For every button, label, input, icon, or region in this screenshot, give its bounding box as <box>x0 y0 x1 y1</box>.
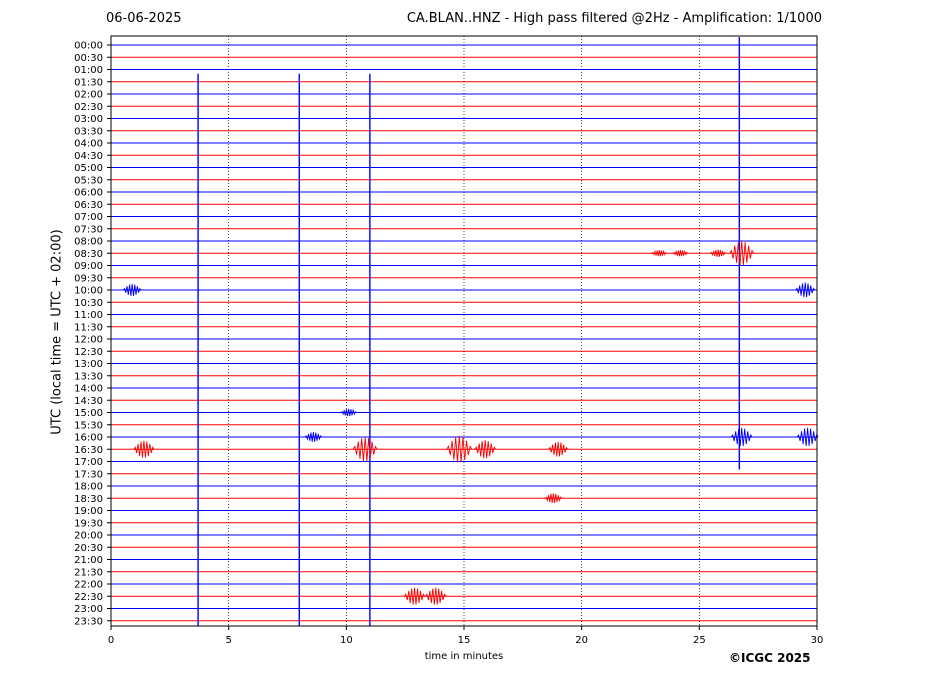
y-tick-label: 23:00 <box>74 604 103 615</box>
x-tick-label: 15 <box>458 635 471 646</box>
y-tick-label: 03:00 <box>74 114 103 125</box>
x-axis-label: time in minutes <box>424 651 504 662</box>
y-tick-label: 00:00 <box>74 41 103 52</box>
x-tick-label: 30 <box>811 635 824 646</box>
y-tick-label: 12:00 <box>74 335 103 346</box>
y-tick-label: 07:00 <box>74 212 103 223</box>
x-tick-label: 0 <box>108 635 114 646</box>
x-tick-label: 5 <box>225 635 231 646</box>
y-tick-label: 18:00 <box>74 482 103 493</box>
y-tick-label: 02:00 <box>74 90 103 101</box>
y-tick-label: 08:30 <box>74 249 103 260</box>
event-burst <box>340 408 357 417</box>
event-burst <box>794 282 816 298</box>
event-burst <box>544 493 563 504</box>
y-tick-label: 21:00 <box>74 555 103 566</box>
y-tick-label: 03:30 <box>74 126 103 137</box>
y-tick-label: 19:30 <box>74 518 103 529</box>
event-burst <box>304 432 323 442</box>
event-burst <box>672 249 689 257</box>
y-tick-label: 13:00 <box>74 359 103 370</box>
y-tick-label: 01:30 <box>74 77 103 88</box>
event-burst <box>133 440 155 458</box>
y-tick-label: 15:00 <box>74 408 103 419</box>
y-tick-label: 20:00 <box>74 531 103 542</box>
event-burst <box>548 441 569 457</box>
y-tick-label: 11:30 <box>74 322 103 333</box>
y-tick-label: 21:30 <box>74 567 103 578</box>
x-tick-label: 20 <box>575 635 588 646</box>
event-burst <box>650 249 668 257</box>
y-tick-label: 01:00 <box>74 65 103 76</box>
y-tick-label: 22:30 <box>74 592 103 603</box>
y-tick-label: 02:30 <box>74 102 103 113</box>
y-tick-label: 11:00 <box>74 310 103 321</box>
event-burst <box>425 587 447 605</box>
y-tick-label: 12:30 <box>74 347 103 358</box>
y-tick-label: 09:30 <box>74 273 103 284</box>
spike-lines <box>197 37 741 626</box>
y-tick-label: 10:00 <box>74 286 103 297</box>
plot-frame <box>110 35 818 627</box>
event-burst <box>403 587 426 605</box>
copyright-label: ©ICGC 2025 <box>729 651 811 665</box>
x-tick-label: 10 <box>340 635 353 646</box>
y-tick-label: 13:30 <box>74 371 103 382</box>
date-label: 06-06-2025 <box>106 11 182 26</box>
y-tick-label: 09:00 <box>74 261 103 272</box>
event-burst <box>122 283 142 297</box>
y-tick-label: 15:30 <box>74 420 103 431</box>
y-tick-label: 16:00 <box>74 433 103 444</box>
grid-lines <box>228 36 700 626</box>
y-tick-label: 22:00 <box>74 580 103 591</box>
y-tick-label: 14:30 <box>74 396 103 407</box>
y-tick-label: 14:00 <box>74 384 103 395</box>
y-tick-label: 18:30 <box>74 494 103 505</box>
y-tick-label: 07:30 <box>74 224 103 235</box>
event-burst <box>796 427 819 447</box>
event-burst <box>446 435 473 463</box>
y-tick-label: 06:30 <box>74 200 103 211</box>
y-tick-label: 17:30 <box>74 469 103 480</box>
y-tick-label: 17:00 <box>74 457 103 468</box>
y-tick-label: 10:30 <box>74 298 103 309</box>
y-tick-label: 16:30 <box>74 445 103 456</box>
chart-title: CA.BLAN..HNZ - High pass filtered @2Hz -… <box>406 11 822 26</box>
y-tick-label: 06:00 <box>74 188 103 199</box>
y-tick-label: 08:00 <box>74 237 103 248</box>
y-tick-label: 20:30 <box>74 543 103 554</box>
y-tick-label: 05:30 <box>74 175 103 186</box>
y-tick-label: 19:00 <box>74 506 103 517</box>
event-burst <box>474 440 497 459</box>
event-burst <box>730 427 753 447</box>
x-ticks: 0 5 10 15 20 25 30 <box>108 626 824 646</box>
event-burst <box>710 249 727 257</box>
event-burst <box>729 240 755 266</box>
y-tick-label: 04:30 <box>74 151 103 162</box>
x-tick-label: 25 <box>693 635 706 646</box>
y-tick-label: 04:00 <box>74 139 103 150</box>
y-tick-label: 23:30 <box>74 616 103 627</box>
event-marks <box>122 240 819 605</box>
event-burst <box>352 436 378 462</box>
y-tick-label: 05:00 <box>74 163 103 174</box>
y-tick-label: 00:30 <box>74 53 103 64</box>
